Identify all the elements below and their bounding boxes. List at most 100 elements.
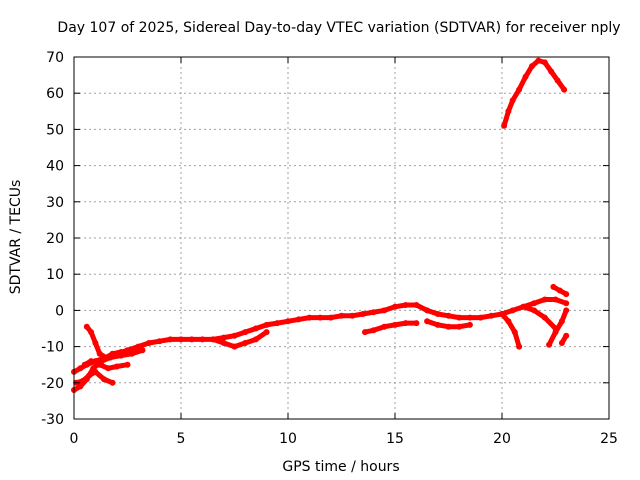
data-point (563, 291, 570, 298)
data-point (535, 57, 542, 64)
data-point (103, 354, 110, 361)
data-point (531, 300, 538, 307)
data-point (109, 350, 116, 357)
y-tick-label: 0 (55, 303, 64, 319)
chart-title: Day 107 of 2025, Sidereal Day-to-day VTE… (57, 20, 620, 36)
data-point (516, 343, 523, 350)
data-point (501, 122, 508, 129)
data-point (124, 361, 131, 368)
data-point (563, 300, 570, 307)
y-tick-label: 20 (46, 231, 64, 247)
data-point (199, 336, 206, 343)
series-track-drop-b (520, 304, 558, 331)
data-point (295, 316, 302, 323)
y-tick-label: 10 (46, 267, 64, 283)
data-point (381, 307, 388, 314)
data-point (550, 283, 557, 290)
x-tick-label: 20 (493, 431, 511, 447)
data-point (541, 314, 548, 321)
data-point (118, 349, 125, 355)
y-tick-label: -30 (41, 412, 64, 428)
data-series (71, 57, 570, 393)
data-point (167, 336, 174, 343)
x-tick-label: 15 (386, 431, 404, 447)
data-point (445, 312, 452, 319)
data-point (145, 340, 152, 346)
y-tick-label: 50 (46, 122, 64, 138)
data-point (424, 318, 431, 325)
data-point (413, 320, 420, 327)
data-point (77, 365, 84, 372)
data-point (424, 307, 431, 314)
data-point (242, 329, 249, 336)
x-tick-label: 10 (279, 431, 297, 447)
data-point (520, 303, 527, 310)
data-point (81, 361, 88, 368)
data-point (349, 312, 356, 319)
y-tick-label: 40 (46, 159, 64, 175)
data-point (505, 108, 512, 115)
data-point (392, 321, 398, 328)
series-track-drop-a (499, 311, 522, 350)
data-point (546, 341, 553, 348)
y-tick-label: -10 (41, 340, 64, 356)
data-point (92, 340, 99, 346)
data-point (558, 340, 565, 346)
data-point (231, 332, 238, 339)
data-point (511, 329, 518, 336)
data-point (392, 303, 398, 310)
x-tick-label: 0 (70, 431, 79, 447)
data-point (509, 97, 516, 104)
data-point (306, 314, 313, 321)
data-point (445, 323, 452, 330)
data-point (456, 323, 463, 330)
data-point (88, 329, 95, 336)
data-point (101, 376, 107, 383)
data-point (516, 86, 523, 93)
data-point (188, 336, 195, 343)
data-point (231, 343, 238, 350)
axis-ticks: 0 5 10 15 20 25 -30 -20 -10 0 10 20 30 40 50 60 70 (41, 50, 618, 447)
data-point (370, 309, 377, 316)
x-tick-label: 5 (177, 431, 186, 447)
data-point (252, 325, 259, 332)
data-point (128, 350, 135, 357)
data-point (531, 307, 538, 314)
data-point (556, 287, 563, 294)
data-point (220, 340, 227, 346)
data-point (109, 379, 116, 386)
data-point (263, 321, 270, 328)
y-tick-label: 60 (46, 86, 64, 102)
data-point (456, 314, 463, 321)
data-point (477, 314, 484, 321)
data-point (509, 307, 516, 314)
data-point (522, 73, 529, 80)
data-point (156, 338, 163, 345)
data-point (563, 307, 570, 314)
data-point (402, 320, 409, 327)
data-point (86, 372, 92, 379)
y-tick-label: -20 (41, 376, 64, 392)
data-point (113, 363, 120, 370)
y-axis-label: SDTVAR / TECUs (8, 180, 24, 295)
data-point (541, 296, 548, 303)
data-point (466, 321, 473, 328)
data-point (242, 340, 249, 346)
data-point (96, 350, 103, 357)
data-point (105, 365, 112, 372)
x-tick-label: 25 (600, 431, 618, 447)
data-point (359, 311, 366, 317)
x-axis-label: GPS time / hours (282, 459, 399, 475)
data-point (327, 314, 334, 321)
data-point (88, 358, 95, 365)
grid (74, 57, 609, 419)
data-point (317, 314, 324, 321)
y-tick-label: 30 (46, 195, 64, 211)
data-point (178, 336, 184, 343)
data-point (135, 343, 142, 350)
data-point (558, 318, 565, 325)
data-point (139, 347, 146, 354)
data-point (552, 329, 559, 336)
data-point (83, 323, 90, 330)
